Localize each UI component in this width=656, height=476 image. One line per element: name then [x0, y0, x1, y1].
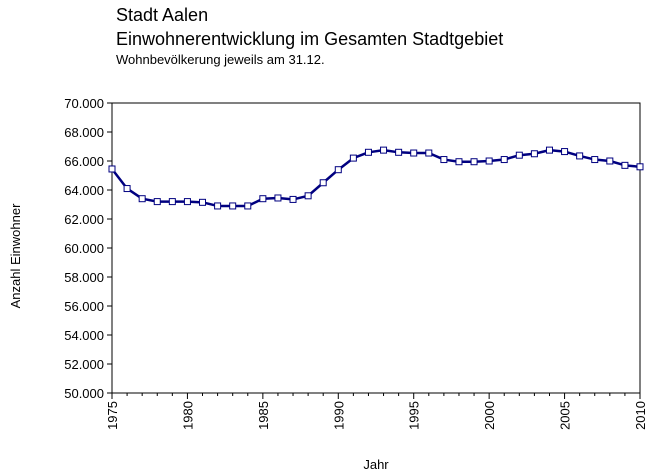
- data-point: [349, 154, 357, 162]
- data-point: [108, 165, 116, 173]
- data-point: [440, 156, 448, 164]
- y-tick-label: 62.000: [64, 212, 104, 227]
- data-point: [244, 202, 252, 210]
- data-point: [183, 198, 191, 206]
- data-point: [123, 185, 131, 193]
- chart-note: Wohnbevölkerung jeweils am 31.12.: [116, 52, 325, 67]
- x-axis-title: Jahr: [363, 457, 389, 472]
- y-tick-label: 58.000: [64, 270, 104, 285]
- x-tick-label: 2010: [633, 401, 648, 430]
- y-tick-label: 60.000: [64, 241, 104, 256]
- data-point: [515, 151, 523, 159]
- data-point: [455, 158, 463, 166]
- data-point: [576, 152, 584, 160]
- data-point: [199, 198, 207, 206]
- y-tick-label: 50.000: [64, 386, 104, 401]
- x-tick-label: 1990: [331, 401, 346, 430]
- series-line: [111, 148, 641, 208]
- data-point: [606, 157, 614, 165]
- data-point: [229, 202, 237, 210]
- data-point: [410, 149, 418, 157]
- data-point: [621, 161, 629, 169]
- data-point: [530, 150, 538, 158]
- data-point: [153, 198, 161, 206]
- data-point: [138, 195, 146, 203]
- data-point: [380, 146, 388, 154]
- y-axis-title: Anzahl Einwohner: [8, 203, 23, 308]
- data-point: [289, 195, 297, 203]
- data-point: [259, 195, 267, 203]
- data-point: [395, 148, 403, 156]
- data-point: [500, 156, 508, 164]
- plot-area: [111, 102, 641, 394]
- x-tick-label: 1985: [256, 401, 271, 430]
- chart-title: Stadt Aalen: [116, 5, 209, 25]
- data-point: [334, 166, 342, 174]
- y-tick-label: 56.000: [64, 299, 104, 314]
- data-point: [319, 179, 327, 187]
- chart-subtitle: Einwohnerentwicklung im Gesamten Stadtge…: [116, 29, 504, 49]
- data-point: [561, 148, 569, 156]
- y-tick-label: 64.000: [64, 183, 104, 198]
- data-point: [425, 149, 433, 157]
- data-point: [364, 148, 372, 156]
- x-tick-label: 2005: [558, 401, 573, 430]
- data-point: [470, 158, 478, 166]
- x-tick-label: 1980: [180, 401, 195, 430]
- y-tick-label: 66.000: [64, 154, 104, 169]
- y-tick-label: 52.000: [64, 357, 104, 372]
- x-tick-label: 1975: [105, 401, 120, 430]
- data-point: [485, 157, 493, 165]
- data-point: [591, 156, 599, 164]
- y-tick-label: 70.000: [64, 96, 104, 111]
- y-tick-label: 54.000: [64, 328, 104, 343]
- y-tick-label: 68.000: [64, 125, 104, 140]
- x-tick-label: 1995: [407, 401, 422, 430]
- data-point: [214, 202, 222, 210]
- x-tick-label: 2000: [482, 401, 497, 430]
- data-point: [274, 194, 282, 202]
- data-point: [168, 198, 176, 206]
- data-point: [636, 163, 644, 171]
- data-point: [304, 192, 312, 200]
- data-point: [545, 146, 553, 154]
